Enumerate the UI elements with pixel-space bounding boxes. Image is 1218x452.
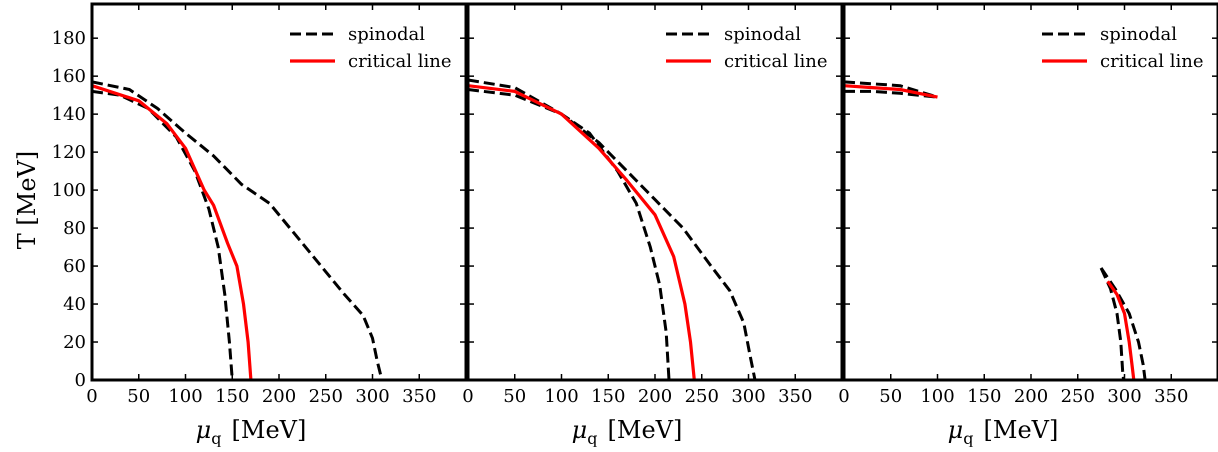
x-axis-label: μq [MeV] — [196, 416, 307, 447]
x-axis-label-subscript: q — [963, 429, 973, 447]
x-tick-label: 300 — [355, 386, 389, 407]
critical-line-3 — [468, 84, 696, 380]
y-tick-label: 0 — [75, 370, 86, 391]
critical-line-6 — [1106, 280, 1136, 380]
spinodal-line-5 — [1099, 267, 1147, 380]
x-axis-label-unit: [MeV] — [984, 416, 1059, 444]
x-tick-label: 50 — [503, 386, 526, 407]
x-tick-label: 150 — [215, 386, 249, 407]
plot-frame — [842, 2, 1218, 382]
legend-label-critical: critical line — [724, 51, 827, 72]
legend-label-critical: critical line — [348, 51, 451, 72]
chart-panels: 0 50 100 150 200 250 300 350 0 20 40 60 80 100 120 140 1… — [52, 2, 1218, 448]
spinodal-line-2 — [92, 80, 384, 380]
x-tick-label: 0 — [838, 386, 849, 407]
x-axis-label-unit: [MeV] — [232, 416, 307, 444]
y-tick-label: 100 — [52, 180, 86, 201]
x-axis-label: μq [MeV] — [572, 416, 683, 447]
y-tick-label: 60 — [63, 256, 86, 277]
x-axis-label-symbol: μ — [572, 416, 588, 444]
plot-frame — [466, 2, 844, 382]
x-axis-label-subscript: q — [587, 429, 597, 447]
x-tick-label: 200 — [1014, 386, 1048, 407]
spinodal-line-2 — [468, 78, 757, 380]
x-axis-label-subscript: q — [211, 429, 221, 447]
legend-label-critical: critical line — [1100, 51, 1203, 72]
spinodal-line-1 — [92, 89, 234, 380]
legend-label-spinodal: spinodal — [348, 24, 425, 45]
chart-panel-3: 0 50 100 150 200 250 300 350 spinodal critical li… — [838, 2, 1218, 448]
y-tick-label: 20 — [63, 332, 86, 353]
y-tick-label: 140 — [52, 104, 86, 125]
x-tick-label: 350 — [402, 386, 436, 407]
x-tick-label: 100 — [920, 386, 954, 407]
x-tick-label: 300 — [731, 386, 765, 407]
spinodal-line-1 — [468, 88, 671, 380]
y-tick-label: 160 — [52, 66, 86, 87]
chart-panel-2: 0 50 100 150 200 250 300 350 spinodal critical li… — [462, 2, 844, 448]
x-tick-label: 50 — [127, 386, 150, 407]
x-tick-label: 200 — [638, 386, 672, 407]
x-axis-label-symbol: μ — [196, 416, 212, 444]
x-tick-label: 200 — [262, 386, 296, 407]
x-tick-label: 0 — [86, 386, 97, 407]
x-tick-label: 250 — [1061, 386, 1095, 407]
x-tick-label: 300 — [1107, 386, 1141, 407]
plot-frame — [90, 2, 468, 382]
critical-line-3 — [92, 84, 253, 380]
legend-label-spinodal: spinodal — [1100, 24, 1177, 45]
x-tick-label: 50 — [879, 386, 902, 407]
x-tick-label: 250 — [685, 386, 719, 407]
chart-panel-1: 0 50 100 150 200 250 300 350 0 20 40 60 80 100 120 140 1… — [52, 2, 468, 448]
y-tick-label: 40 — [63, 294, 86, 315]
x-tick-label: 250 — [309, 386, 343, 407]
x-axis-label: μq [MeV] — [948, 416, 1059, 447]
x-tick-label: 0 — [462, 386, 473, 407]
x-axis-label-symbol: μ — [948, 416, 964, 444]
y-tick-label: 120 — [52, 142, 86, 163]
x-tick-label: 350 — [778, 386, 812, 407]
x-tick-label: 100 — [544, 386, 578, 407]
y-tick-label: 180 — [52, 28, 86, 49]
y-tick-label: 80 — [63, 218, 86, 239]
x-axis-label-unit: [MeV] — [608, 416, 683, 444]
legend-label-spinodal: spinodal — [724, 24, 801, 45]
critical-line-3 — [844, 84, 938, 99]
x-tick-label: 150 — [967, 386, 1001, 407]
y-axis-label: T [MeV] — [13, 151, 41, 249]
x-tick-label: 350 — [1154, 386, 1188, 407]
x-tick-label: 150 — [591, 386, 625, 407]
x-tick-label: 100 — [168, 386, 202, 407]
